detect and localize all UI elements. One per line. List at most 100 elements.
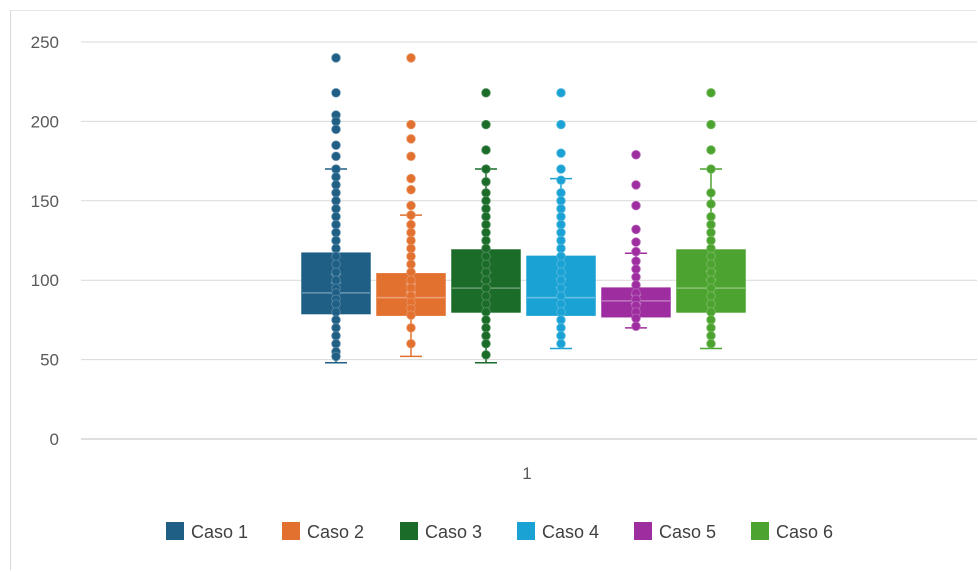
data-point xyxy=(631,246,641,257)
data-point xyxy=(556,259,566,270)
data-point xyxy=(331,331,341,341)
legend-swatch xyxy=(634,522,652,540)
data-point xyxy=(481,211,491,222)
y-tick-label: 0 xyxy=(50,430,59,449)
data-point xyxy=(406,219,416,230)
data-point xyxy=(406,323,416,333)
data-point xyxy=(406,119,416,130)
data-point xyxy=(706,323,716,333)
data-point xyxy=(481,196,491,206)
data-point xyxy=(481,350,491,360)
legend-swatch xyxy=(400,522,418,540)
data-point xyxy=(556,235,566,246)
data-point xyxy=(481,88,491,98)
legend-label: Caso 3 xyxy=(425,522,482,542)
data-point xyxy=(406,227,416,238)
data-point xyxy=(706,145,716,155)
data-point xyxy=(481,331,491,341)
data-point xyxy=(406,251,416,262)
data-point xyxy=(706,227,716,238)
data-point xyxy=(706,235,716,246)
data-point xyxy=(331,323,341,333)
data-point xyxy=(406,134,416,144)
legend-label: Caso 6 xyxy=(776,522,833,542)
gridlines xyxy=(81,41,977,440)
data-point xyxy=(331,315,341,325)
data-point xyxy=(481,323,491,333)
data-point xyxy=(706,339,716,349)
data-point xyxy=(406,53,416,63)
data-point xyxy=(556,275,566,285)
data-point xyxy=(331,116,341,127)
data-point xyxy=(481,164,491,174)
data-point xyxy=(331,259,341,270)
data-point xyxy=(406,267,416,277)
series-box-4 xyxy=(526,88,596,350)
data-point xyxy=(331,124,341,135)
series-box-5 xyxy=(601,150,671,331)
legend-item-5: Caso 5 xyxy=(634,522,716,542)
data-point xyxy=(706,88,716,98)
data-point xyxy=(481,283,491,293)
data-point xyxy=(331,251,341,262)
data-point xyxy=(556,243,566,254)
data-point xyxy=(556,283,566,293)
data-point xyxy=(556,251,566,262)
data-point xyxy=(706,267,716,277)
data-point xyxy=(556,188,566,198)
series-box-1 xyxy=(301,53,371,364)
data-point xyxy=(631,256,641,266)
legend-swatch xyxy=(751,522,769,540)
data-point xyxy=(331,140,341,150)
legend-swatch xyxy=(282,522,300,540)
data-point xyxy=(706,199,716,209)
data-point xyxy=(631,272,641,282)
data-point xyxy=(706,283,716,293)
data-point xyxy=(331,307,341,317)
data-point xyxy=(706,299,716,309)
legend-item-2: Caso 2 xyxy=(282,522,364,542)
legend-swatch xyxy=(517,522,535,540)
data-point xyxy=(331,88,341,98)
data-point xyxy=(556,299,566,309)
data-point xyxy=(556,315,566,325)
data-point xyxy=(481,267,491,277)
data-point xyxy=(331,351,341,362)
data-point xyxy=(406,200,416,211)
data-point xyxy=(556,204,566,214)
data-point xyxy=(331,172,341,182)
data-point xyxy=(556,219,566,230)
data-point xyxy=(631,180,641,190)
data-point xyxy=(406,243,416,254)
data-point xyxy=(481,243,491,254)
y-tick-label: 100 xyxy=(31,271,59,290)
data-point xyxy=(406,259,416,270)
data-point xyxy=(331,219,341,230)
data-point xyxy=(406,283,416,293)
y-tick-label: 200 xyxy=(31,112,59,131)
data-point xyxy=(331,243,341,254)
data-point xyxy=(331,204,341,214)
data-point xyxy=(481,315,491,325)
data-point xyxy=(706,188,716,198)
data-point xyxy=(481,339,491,349)
data-point xyxy=(706,219,716,230)
data-point xyxy=(556,323,566,333)
x-tick-label: 1 xyxy=(522,464,531,483)
data-point xyxy=(406,339,416,349)
data-point xyxy=(556,119,566,130)
legend-item-6: Caso 6 xyxy=(751,522,833,542)
data-point xyxy=(331,235,341,246)
data-point xyxy=(556,267,566,277)
data-point xyxy=(331,275,341,285)
data-point xyxy=(706,307,716,317)
legend-item-3: Caso 3 xyxy=(400,522,482,542)
data-point xyxy=(556,339,566,349)
data-point xyxy=(406,235,416,246)
data-point xyxy=(481,251,491,262)
data-point xyxy=(556,196,566,206)
data-point xyxy=(556,148,566,158)
y-tick-label: 150 xyxy=(31,192,59,211)
data-point xyxy=(481,307,491,317)
legend-swatch xyxy=(166,522,184,540)
